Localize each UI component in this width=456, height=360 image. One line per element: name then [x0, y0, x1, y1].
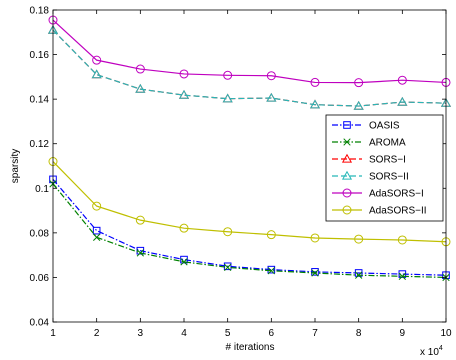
data-point	[222, 93, 233, 103]
x-tick-label: 8	[356, 328, 362, 339]
legend-entry: SORS−II	[332, 170, 409, 183]
data-point	[92, 201, 102, 211]
legend-marker	[343, 121, 351, 129]
series-1	[49, 180, 450, 282]
x-tick-label: 7	[312, 328, 318, 339]
plot-frame	[52, 9, 447, 323]
legend-marker	[343, 138, 351, 146]
data-point	[267, 267, 275, 275]
x-tick-label: 10	[440, 328, 452, 339]
data-point	[310, 77, 320, 87]
x-axis-title: # iterations	[226, 342, 275, 353]
data-point	[311, 268, 319, 276]
data-point	[180, 255, 188, 264]
legend-label: SORS−I	[369, 155, 406, 166]
data-point	[397, 235, 407, 245]
legend-box	[325, 114, 444, 222]
legend-marker	[341, 153, 353, 163]
data-point	[311, 269, 319, 277]
data-point	[178, 89, 190, 99]
data-point	[267, 265, 276, 274]
x-axis-multiplier: x 104	[420, 345, 443, 358]
series-line	[52, 19, 447, 84]
data-point	[398, 270, 407, 278]
legend-label: AdaSORS−II	[369, 206, 427, 217]
data-point	[355, 271, 363, 279]
legend-label: AdaSORS−I	[369, 189, 424, 200]
y-tick-label: 0.04	[30, 318, 50, 329]
legend-entry: OASIS	[332, 121, 400, 132]
y-tick-label: 0.06	[30, 273, 50, 284]
data-point	[92, 226, 101, 235]
x-tick-label: 9	[400, 328, 406, 339]
x-tick-label: 4	[181, 328, 187, 339]
data-point	[354, 269, 363, 277]
data-point	[223, 227, 233, 237]
y-tick-label: 0.14	[30, 95, 50, 106]
data-point	[397, 96, 408, 106]
data-point	[224, 263, 232, 272]
x-tick-label: 6	[269, 328, 275, 339]
data-point	[353, 100, 364, 110]
data-point	[135, 64, 145, 74]
data-point	[266, 71, 276, 81]
data-point	[179, 223, 189, 233]
data-point	[266, 92, 277, 102]
data-point	[135, 215, 145, 225]
y-tick-label: 0.1	[35, 184, 49, 195]
y-tick-label: 0.18	[30, 6, 50, 17]
y-axis-title: sparsity	[10, 149, 21, 183]
legend-label: AROMA	[369, 138, 406, 149]
legend-entry: SORS−I	[332, 153, 406, 166]
legend-entry: AdaSORS−I	[332, 188, 424, 200]
legend-entry: AROMA	[332, 138, 406, 149]
y-tick-label: 0.08	[30, 228, 50, 239]
data-point	[398, 272, 406, 280]
series-line	[52, 161, 447, 243]
legend-marker	[341, 170, 353, 180]
data-point	[223, 262, 232, 271]
legend-entry: AdaSORS−II	[332, 205, 427, 217]
x-axis-multiplier-exponent: 4	[439, 345, 443, 352]
series-3	[47, 24, 452, 110]
legend-label: OASIS	[369, 121, 400, 132]
y-tick-label: 0.16	[30, 50, 50, 61]
data-point	[135, 83, 146, 93]
series-line	[52, 183, 447, 279]
legend-label: SORS−II	[369, 172, 409, 183]
data-point	[91, 69, 102, 79]
data-point	[397, 75, 407, 85]
y-tick-label: 0.12	[30, 139, 50, 150]
data-point	[309, 99, 321, 109]
data-point	[136, 246, 145, 255]
x-axis-multiplier-base: x 10	[420, 347, 439, 358]
data-point	[223, 70, 233, 80]
x-tick-label: 5	[225, 328, 231, 339]
data-point	[136, 249, 144, 257]
x-tick-label: 3	[138, 328, 144, 339]
legend: OASIS AROMA SORS−I SORS−II AdaSORS−I AdaSORS−…	[325, 114, 444, 222]
data-point	[92, 55, 102, 65]
legend-marker	[342, 188, 352, 198]
series-line	[52, 178, 447, 276]
series-line	[52, 29, 447, 107]
series-5	[48, 157, 451, 247]
x-tick-label: 1	[50, 328, 56, 339]
data-point	[310, 233, 320, 243]
data-point	[93, 233, 101, 241]
series-layer	[47, 15, 452, 282]
data-point	[266, 230, 276, 240]
data-point	[180, 258, 188, 266]
data-point	[354, 234, 364, 244]
data-point	[354, 78, 364, 88]
x-tick-label: 2	[94, 328, 100, 339]
data-point	[179, 69, 189, 79]
legend-marker	[342, 205, 352, 215]
